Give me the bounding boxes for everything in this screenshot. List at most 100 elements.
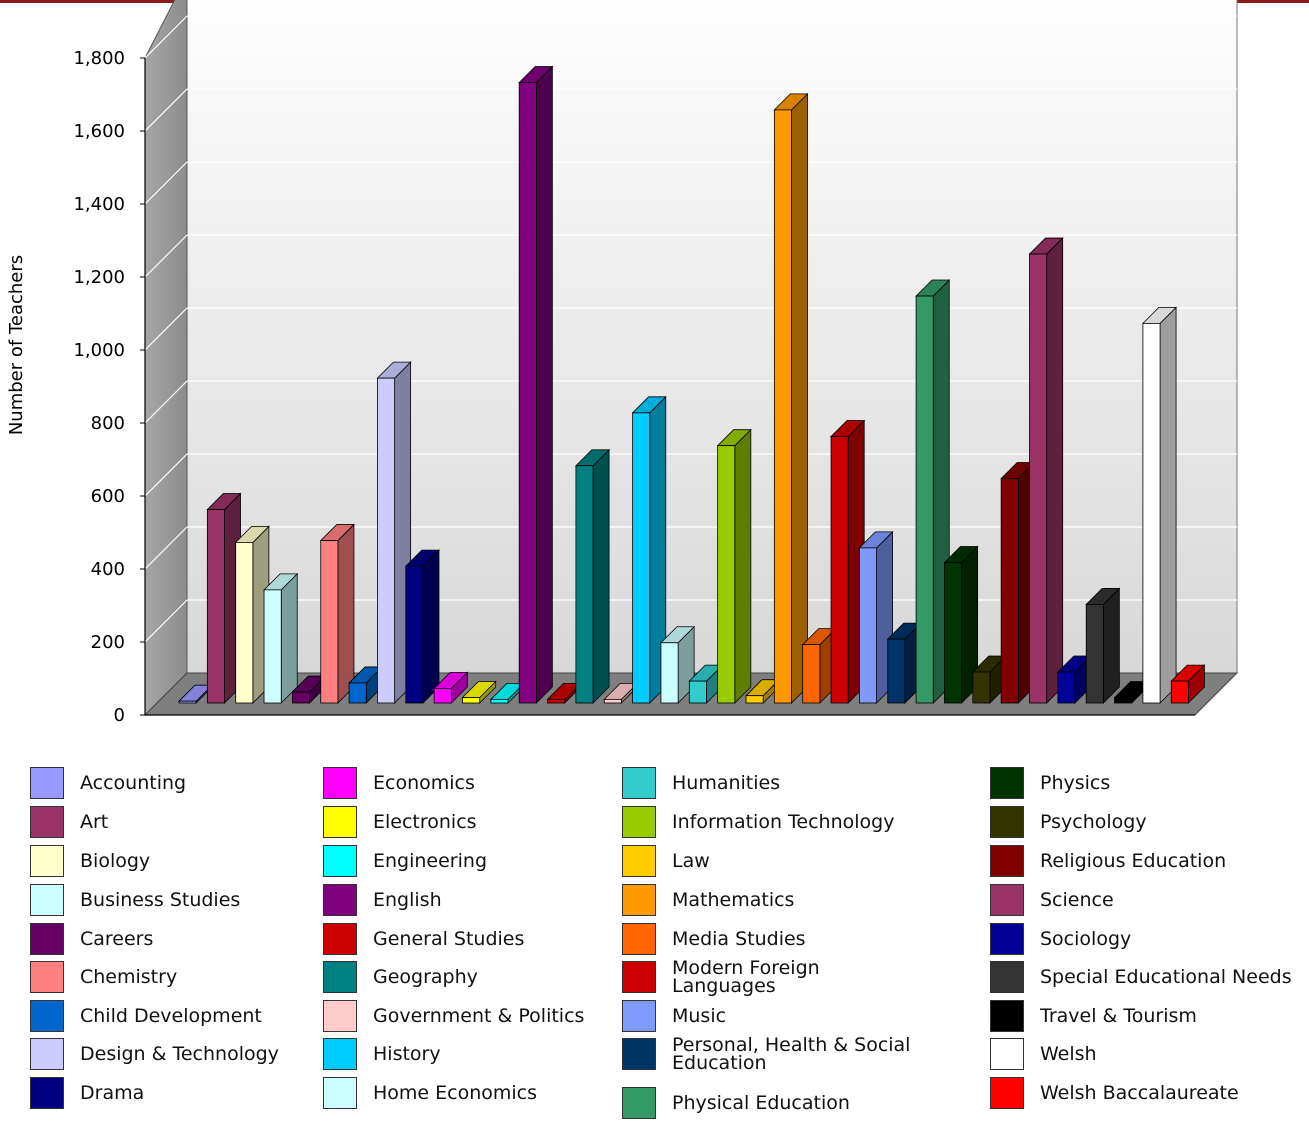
legend-label: Economics	[373, 772, 475, 794]
bar-front	[915, 295, 934, 704]
legend-label: Child Development	[80, 1005, 262, 1027]
bar-front	[1000, 478, 1019, 704]
legend-item: History	[323, 1037, 613, 1071]
legend-swatch	[323, 961, 357, 993]
legend-label: Music	[672, 1005, 727, 1027]
legend-label: Travel & Tourism	[1040, 1005, 1197, 1027]
bar	[263, 572, 299, 704]
bar-front	[1142, 322, 1161, 704]
bar	[716, 428, 752, 704]
legend-label: English	[373, 889, 442, 911]
legend-label: Government & Politics	[373, 1005, 585, 1027]
bar	[376, 361, 412, 704]
gridline-side	[144, 599, 188, 643]
bar	[404, 549, 440, 704]
legend-swatch	[30, 767, 64, 799]
legend-item: Religious Education	[990, 844, 1305, 878]
legend-item: Mathematics	[622, 883, 912, 917]
legend-label: Science	[1040, 889, 1114, 911]
legend-swatch	[990, 1000, 1024, 1032]
y-tick-label: 600	[91, 486, 125, 507]
legend-item: Art	[30, 805, 320, 839]
legend-label: Careers	[80, 928, 154, 950]
bar-front	[433, 688, 452, 704]
bar	[461, 680, 497, 704]
bar-front	[462, 697, 481, 704]
bar-front	[178, 700, 197, 704]
bar-front	[206, 509, 225, 704]
legend-label: Electronics	[373, 811, 477, 833]
legend-label: Business Studies	[80, 889, 241, 911]
bar-front	[830, 436, 849, 704]
legend-swatch	[622, 1038, 656, 1070]
legend-swatch	[622, 884, 656, 916]
legend-item: Welsh	[990, 1037, 1305, 1071]
legend-swatch	[990, 806, 1024, 838]
bar	[943, 545, 979, 704]
legend-item: Home Economics	[323, 1076, 613, 1110]
bar	[574, 448, 611, 704]
bar	[773, 92, 809, 704]
legend-item: Special Educational Needs	[990, 960, 1305, 994]
bar-front	[320, 540, 339, 704]
legend-item: Economics	[323, 766, 613, 800]
gridline-side	[144, 234, 188, 278]
legend-label: Geography	[373, 966, 478, 988]
legend-label: Drama	[80, 1082, 145, 1104]
legend-label: History	[373, 1043, 441, 1065]
legend-item: General Studies	[323, 922, 613, 956]
bar-front	[1029, 253, 1048, 704]
bar-front	[944, 562, 963, 704]
legend-label: General Studies	[373, 928, 525, 950]
legend-item: Engineering	[323, 844, 613, 878]
legend-label: Sociology	[1040, 928, 1132, 950]
bar-front	[547, 698, 566, 704]
y-tick-label: 200	[91, 632, 125, 653]
legend-item: Welsh Baccalaureate	[990, 1076, 1305, 1110]
y-tick-label: 1,600	[73, 121, 125, 142]
gridline-side	[144, 15, 188, 59]
legend-item: Information Technology	[622, 805, 912, 839]
bar-front	[632, 412, 651, 704]
bar-front	[263, 589, 282, 704]
gridline-side	[144, 307, 188, 351]
legend-swatch	[323, 806, 357, 838]
y-tick-label: 1,200	[73, 267, 125, 288]
gridline-side	[144, 88, 188, 132]
gridline-side	[144, 526, 188, 570]
bar-front	[773, 109, 792, 704]
y-axis-title: Number of Teachers	[6, 255, 27, 435]
legend-item: Business Studies	[30, 883, 320, 917]
legend-swatch	[990, 1038, 1024, 1070]
bar	[631, 395, 667, 704]
legend-swatch	[622, 961, 656, 993]
legend-label: Welsh	[1040, 1043, 1097, 1065]
legend-label: Humanities	[672, 772, 781, 794]
legend-item: Physical Education	[622, 1086, 912, 1120]
legend-label: Mathematics	[672, 889, 795, 911]
legend-item: Government & Politics	[323, 999, 613, 1033]
bar	[1170, 664, 1206, 704]
y-tick-label: 1,800	[73, 48, 125, 69]
legend-swatch	[990, 961, 1024, 993]
legend-swatch	[622, 923, 656, 955]
legend-item: Design & Technology	[30, 1037, 320, 1071]
legend-item: Biology	[30, 844, 320, 878]
legend-swatch	[622, 767, 656, 799]
legend-item: Electronics	[323, 805, 613, 839]
legend-label: Accounting	[80, 772, 187, 794]
legend-label: Media Studies	[672, 928, 806, 950]
bar-front	[575, 465, 594, 704]
legend-label: Law	[672, 850, 710, 872]
legend-label: Welsh Baccalaureate	[1040, 1082, 1239, 1104]
legend-swatch	[30, 1038, 64, 1070]
legend-label: Modern Foreign Languages	[672, 957, 820, 997]
y-axis-ticks: 0 200 400 600 800 1,000 1,200 1,400 1,600 1,800	[73, 48, 145, 726]
legend-swatch	[30, 845, 64, 877]
legend-item: Psychology	[990, 805, 1305, 839]
legend-label: Special Educational Needs	[1040, 966, 1292, 988]
legend-swatch	[323, 1038, 357, 1070]
bar-front	[1085, 604, 1104, 704]
